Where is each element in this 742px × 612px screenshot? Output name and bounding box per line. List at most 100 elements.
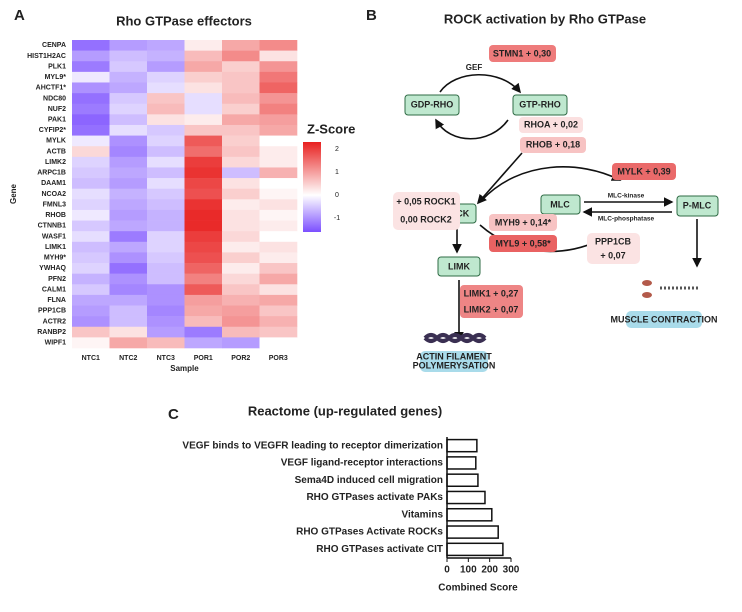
heat-cell: [147, 146, 185, 158]
heat-cell: [109, 294, 148, 306]
heat-cell: [109, 209, 148, 221]
heat-cell: [109, 263, 148, 274]
edge-label: MLC-kinase: [608, 193, 645, 200]
heat-cell: [259, 50, 298, 62]
annotation: MYH9 + 0,14*: [495, 217, 552, 227]
annotation-box: [519, 117, 583, 133]
heat-cell: [222, 146, 260, 158]
heat-cell: [147, 220, 185, 232]
heat-cell: [72, 220, 110, 232]
row-label: NDC80: [43, 95, 66, 102]
heat-cell: [184, 263, 223, 274]
heat-cell: [222, 284, 260, 296]
heat-cell: [222, 50, 260, 62]
heat-cell: [259, 220, 298, 232]
heat-cell: [184, 326, 223, 338]
annotation: + 0,07: [600, 250, 625, 260]
heat-cell: [184, 50, 223, 62]
bar: [446, 456, 477, 470]
heat-cell: [109, 114, 148, 126]
heat-cell: [259, 294, 298, 306]
annotation-box: [489, 235, 557, 252]
heat-cell: [147, 40, 185, 51]
row-label: PAK1: [48, 116, 66, 123]
heat-cell: [259, 135, 298, 147]
outcome-box: [420, 351, 488, 372]
heat-cell: [72, 209, 110, 221]
heat-cell: [72, 50, 110, 62]
heat-cell: [222, 124, 260, 136]
actin-icon: [423, 333, 487, 343]
row-label: ARPC1B: [37, 170, 66, 177]
heat-cell: [72, 284, 110, 296]
heat-cell: [147, 135, 185, 147]
row-label: MYL9*: [45, 74, 67, 81]
heat-cell: [259, 103, 298, 115]
heat-cell: [109, 156, 148, 168]
heat-cell: [259, 71, 298, 83]
heat-cell: [147, 326, 185, 338]
row-label: NUF2: [48, 106, 66, 113]
heat-cell: [184, 103, 223, 115]
node-box: [676, 195, 719, 217]
heat-cell: [184, 209, 223, 221]
col-label: NTC3: [157, 355, 175, 362]
heat-cell: [109, 316, 148, 328]
myosin-head: [642, 292, 652, 298]
heat-cell: [184, 220, 223, 232]
row-label: LIMK1: [45, 244, 66, 251]
col-label: POR2: [231, 355, 250, 362]
heat-cell: [109, 284, 148, 296]
annotation: PPP1CB: [595, 236, 632, 246]
heat-cell: [72, 231, 110, 243]
diagram: ROCK activation by Rho GTPase GEF MLC-ki…: [393, 11, 719, 372]
y-axis-title: Gene: [9, 183, 18, 204]
heat-cell: [259, 231, 298, 243]
arrow: [476, 152, 523, 205]
heat-cell: [109, 337, 148, 349]
heat-cell: [147, 263, 185, 274]
annotation: MYL9 + 0,58*: [495, 238, 551, 248]
row-label: WIPF1: [45, 340, 66, 347]
heat-cell: [222, 114, 260, 126]
heat-cell: [184, 231, 223, 243]
heat-cell: [109, 61, 148, 73]
diagram-title: ROCK activation by Rho GTPase: [444, 11, 646, 26]
heat-cell: [184, 294, 223, 306]
node-label: GDP-RHO: [411, 99, 454, 109]
heat-cell: [184, 241, 223, 253]
row-label: DAAM1: [41, 180, 66, 187]
heat-cell: [72, 337, 110, 349]
heat-cell: [184, 252, 223, 264]
edge-label: MLC-phosphatase: [598, 216, 655, 223]
heat-cell: [222, 220, 260, 232]
category-label: VEGF ligand-receptor interactions: [281, 458, 444, 469]
heat-cell: [184, 284, 223, 296]
heat-cell: [72, 316, 110, 328]
heat-cell: [259, 316, 298, 328]
heat-cell: [72, 40, 110, 51]
heat-cell: [184, 40, 223, 51]
heat-cell: [109, 252, 148, 264]
heat-cell: [109, 188, 148, 200]
heat-cell: [72, 167, 110, 179]
heat-cell: [109, 167, 148, 179]
outcome: MUSCLE CONTRACTION: [611, 314, 718, 324]
heat-cell: [109, 82, 148, 94]
heat-cell: [147, 199, 185, 211]
heat-cell: [147, 252, 185, 264]
heat-cell: [72, 305, 110, 317]
panel-label: C: [168, 406, 179, 423]
row-label: YWHAQ: [39, 265, 66, 272]
colorbar: [303, 142, 321, 232]
heat-cell: [147, 71, 185, 83]
col-label: NTC2: [119, 355, 137, 362]
colorbar-tick-label: 1: [335, 169, 339, 176]
heat-cell: [184, 273, 223, 285]
heat-cell: [147, 294, 185, 306]
row-label: RHOB: [45, 212, 66, 219]
heat-cell: [184, 316, 223, 328]
outcome-box: [626, 311, 702, 328]
heat-cell: [222, 273, 260, 285]
annotation: + 0,05 ROCK1: [396, 196, 455, 206]
